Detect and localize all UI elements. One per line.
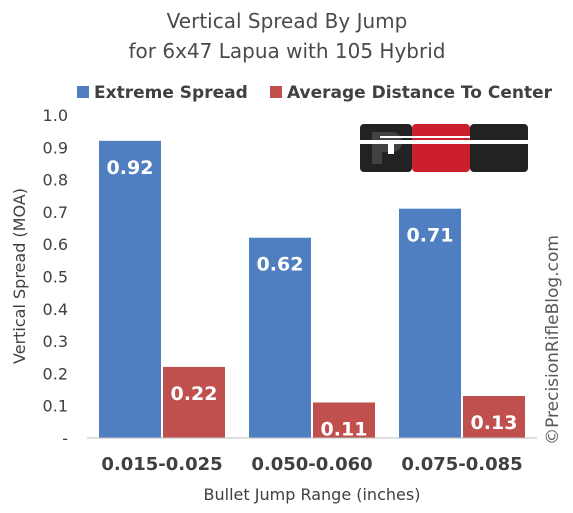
bar-extreme-spread-1 [249, 237, 311, 438]
chart-title: Vertical Spread By Jump [167, 9, 408, 33]
category-label: 0.075-0.085 [401, 454, 522, 475]
y-tick-label: 0.3 [43, 332, 68, 351]
legend: Extreme Spread Average Distance To Cente… [77, 83, 553, 103]
data-label-extreme-spread-2: 0.71 [407, 225, 454, 247]
y-tick-label: 0.7 [43, 203, 68, 222]
y-tick-label: 0.1 [43, 397, 68, 416]
bar-extreme-spread-0 [99, 140, 161, 438]
watermark: ©PrecisionRifleBlog.com [543, 235, 563, 445]
data-label-average-distance-1: 0.11 [321, 418, 368, 440]
legend-label-average-distance: Average Distance To Center [287, 83, 553, 103]
y-tick-label: 1.0 [43, 106, 68, 125]
legend-swatch-extreme-spread [77, 86, 89, 98]
y-tick-label: 0.8 [43, 171, 68, 190]
chart-subtitle: for 6x47 Lapua with 105 Hybrid [129, 39, 446, 63]
bars: 0.92 0.22 0.62 0.11 0.71 0.13 [99, 140, 525, 440]
y-tick-label: 0.2 [43, 364, 68, 383]
bar-average-distance-2 [463, 396, 525, 438]
data-label-average-distance-0: 0.22 [171, 383, 218, 405]
y-tick-label: 0.9 [43, 138, 68, 157]
prb-logo [360, 124, 528, 172]
legend-swatch-average-distance [270, 86, 282, 98]
y-axis-ticks: - 0.1 0.2 0.3 0.4 0.5 0.6 0.7 0.8 0.9 1.0 [43, 106, 68, 448]
y-tick-label: 0.5 [43, 268, 68, 287]
bar-average-distance-0 [163, 366, 225, 438]
x-axis-label: Bullet Jump Range (inches) [204, 485, 421, 504]
data-label-extreme-spread-1: 0.62 [257, 254, 304, 276]
data-label-average-distance-2: 0.13 [471, 412, 518, 434]
x-axis-categories: 0.015-0.025 0.050-0.060 0.075-0.085 [101, 454, 522, 475]
bar-average-distance-1 [313, 402, 375, 438]
y-tick-label: 0.6 [43, 235, 68, 254]
y-axis-label: Vertical Spread (MOA) [10, 188, 29, 364]
y-tick-label: - [62, 429, 68, 448]
category-label: 0.050-0.060 [251, 454, 372, 475]
legend-label-extreme-spread: Extreme Spread [94, 83, 248, 103]
data-label-extreme-spread-0: 0.92 [107, 157, 154, 179]
bar-extreme-spread-2 [399, 208, 461, 438]
category-label: 0.015-0.025 [101, 454, 222, 475]
y-tick-label: 0.4 [43, 300, 68, 319]
